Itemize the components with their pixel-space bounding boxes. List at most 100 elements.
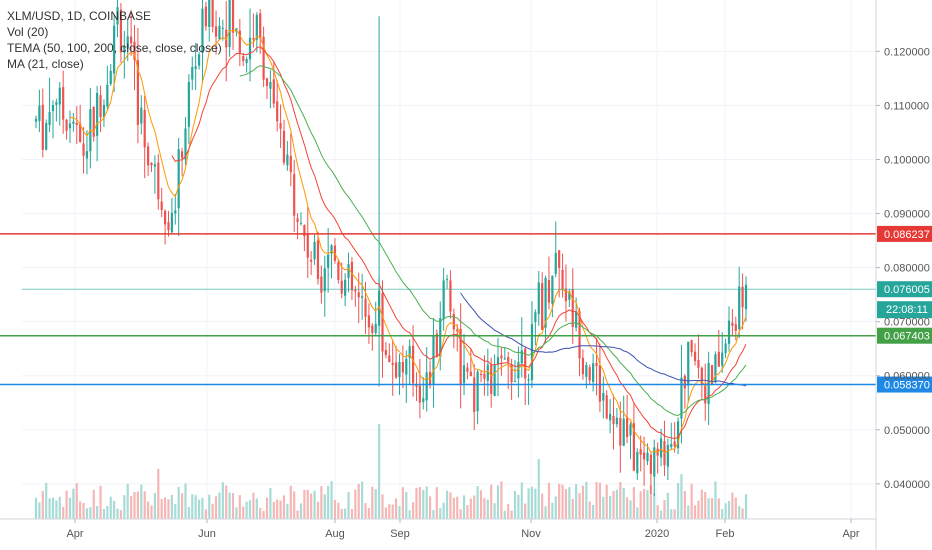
legend-ma[interactable]: MA (21, close)	[7, 57, 84, 71]
volume-bar	[510, 510, 513, 519]
level-price-label: 0.058370	[884, 380, 930, 392]
candle-body	[106, 84, 109, 107]
volume-bar	[272, 501, 275, 519]
volume-bar	[289, 485, 292, 519]
volume-bar	[130, 496, 133, 519]
candle-body	[636, 451, 639, 474]
candle-body	[473, 377, 476, 412]
chart-legend[interactable]: XLM/USD, 1D, COINBASE Vol (20) TEMA (50,…	[7, 8, 222, 72]
volume-bar	[547, 482, 551, 519]
x-tick-label: Apr	[66, 528, 83, 540]
candle-body	[388, 355, 391, 363]
candle-body	[218, 25, 221, 40]
candle-body	[659, 438, 663, 458]
volume-bar	[670, 509, 673, 519]
legend-tema[interactable]: TEMA (50, 100, 200, close, close, close)	[7, 41, 222, 55]
x-tick-label: Aug	[325, 528, 345, 540]
y-tick-label: 0.070000	[884, 317, 930, 329]
candle-body	[289, 156, 292, 173]
volume-bar	[462, 495, 466, 519]
volume-bar	[269, 488, 272, 519]
volume-bar	[361, 481, 364, 519]
candle-body	[479, 373, 483, 375]
candle-body	[150, 162, 153, 166]
volume-bar	[408, 510, 411, 519]
volume-bar	[459, 509, 462, 519]
volume-bar	[330, 481, 333, 519]
candle-body	[449, 280, 452, 312]
volume-bar	[276, 499, 279, 519]
volume-bar	[231, 493, 235, 519]
volume-bar	[625, 497, 629, 519]
candle-body	[55, 102, 58, 105]
volume-bar	[714, 481, 717, 519]
candle-body	[299, 222, 303, 224]
horizontal-levels[interactable]: 0.086237 0.067403 0.058370 0.076005 22:08:11	[0, 225, 932, 393]
candle-body	[248, 37, 252, 60]
candle-body	[391, 362, 394, 365]
candle-body	[194, 66, 197, 70]
volume-bar	[595, 481, 598, 519]
volume-bar	[391, 504, 394, 519]
candle-body	[558, 250, 561, 268]
volume-bar	[507, 503, 510, 519]
x-tick-label: Nov	[521, 528, 541, 540]
legend-volume[interactable]: Vol (20)	[7, 25, 49, 39]
volume-bar	[435, 487, 438, 519]
volume-bar	[201, 497, 204, 519]
candle-body	[422, 398, 425, 403]
candle-body	[602, 392, 605, 401]
legend-symbol[interactable]: XLM/USD, 1D, COINBASE	[7, 9, 152, 23]
volume-bar	[316, 501, 320, 519]
candle-body	[133, 41, 136, 60]
candle-body	[418, 385, 421, 403]
volume-bar	[568, 487, 571, 519]
volume-bar	[428, 496, 432, 519]
candle-body	[313, 242, 316, 260]
candle-body	[619, 417, 622, 446]
chart-grid	[22, 0, 876, 519]
volume-bar	[347, 492, 350, 519]
candle-body	[585, 365, 588, 377]
volume-bar	[473, 495, 476, 519]
candle-body	[187, 82, 190, 127]
volume-bar	[157, 469, 160, 519]
candle-body	[174, 210, 177, 214]
candle-body	[282, 130, 286, 163]
volume-bar	[48, 498, 51, 519]
volume-bar	[503, 510, 506, 519]
candle-body	[605, 395, 608, 419]
candle-body	[62, 87, 65, 120]
volume-bar	[411, 502, 415, 519]
volume-bar	[615, 489, 619, 519]
candle-body	[598, 365, 602, 402]
candle-body	[666, 445, 669, 467]
candle-body	[167, 222, 170, 231]
volume-bar	[303, 489, 306, 519]
volume-bar	[517, 494, 520, 519]
volume-bar	[113, 500, 116, 519]
candle-body	[170, 212, 173, 233]
candle-body	[476, 371, 479, 412]
volume-bar	[378, 424, 381, 519]
candle-body	[721, 352, 724, 366]
volume-bar	[92, 489, 95, 519]
volume-bar	[602, 496, 605, 519]
candle-body	[432, 336, 435, 385]
volume-bar	[483, 498, 486, 519]
volume-bar	[605, 484, 608, 519]
candle-body	[51, 105, 55, 112]
volume-bar	[496, 485, 500, 519]
candle-body	[680, 377, 683, 419]
volume-bar	[323, 494, 326, 519]
volume-bar	[259, 507, 262, 519]
volume-bar	[167, 499, 170, 519]
candle-body	[710, 365, 714, 385]
volume-bar	[721, 509, 724, 519]
candle-body	[214, 26, 218, 37]
volume-bar	[710, 498, 714, 519]
candle-body	[537, 282, 540, 315]
candle-body	[534, 312, 537, 322]
